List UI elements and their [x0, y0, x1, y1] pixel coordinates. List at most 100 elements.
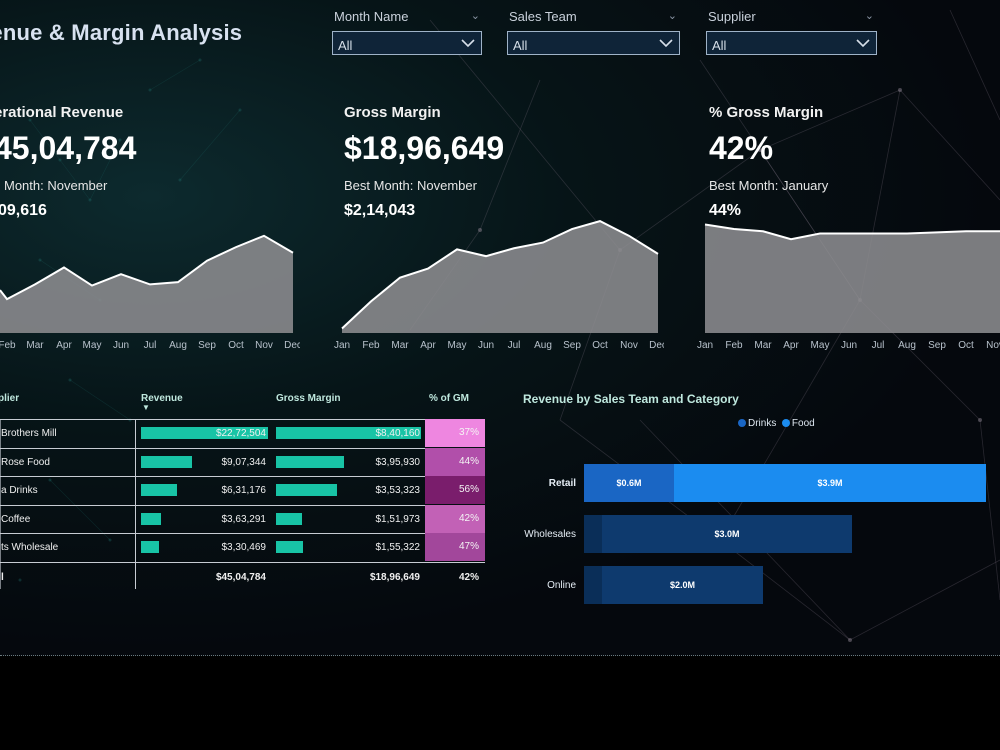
table-header-supplier[interactable]: plier	[0, 393, 20, 404]
table-row[interactable]: Rose Food $9,07,344 $3,95,930 44%	[0, 447, 485, 476]
column-divider	[135, 419, 136, 589]
dropdown-value: All	[338, 38, 353, 53]
month-tick-label: Mar	[754, 340, 772, 351]
slicer-label-supplier: Supplier ⌄	[708, 9, 874, 24]
month-tick-label: Oct	[958, 340, 974, 351]
bar-segment-drinks[interactable]	[584, 515, 602, 553]
sales-team-dropdown[interactable]: All	[507, 31, 680, 55]
legend-item-food[interactable]: Food	[781, 418, 815, 429]
slicer-label-text: Sales Team	[509, 9, 577, 24]
gross-margin-value: $3,95,930	[375, 456, 421, 468]
dashboard-canvas: venue & Margin Analysis Month Name ⌄ All…	[0, 0, 1000, 656]
month-tick-label: May	[448, 340, 467, 351]
slicer-label-team: Sales Team ⌄	[509, 9, 677, 24]
legend-label: Food	[791, 418, 815, 429]
bar-segment-food[interactable]: $3.9M	[674, 464, 986, 502]
month-name-dropdown[interactable]: All	[332, 31, 482, 55]
row-divider	[0, 447, 485, 449]
legend-label: Drinks	[748, 418, 777, 429]
chevron-down-icon	[461, 39, 475, 48]
table-row[interactable]: Coffee $3,63,291 $1,51,973 42%	[0, 504, 485, 533]
bar-segment-drinks[interactable]: $0.6M	[584, 464, 674, 502]
month-tick-label: Oct	[228, 340, 244, 351]
month-tick-label: Jul	[872, 340, 885, 351]
kpi-revenue-label: erational Revenue	[0, 104, 124, 121]
kpi-gross-margin-label: Gross Margin	[344, 104, 441, 121]
month-tick-label: Jan	[697, 340, 713, 351]
supplier-name: Rose Food	[1, 456, 50, 468]
total-pct-gm: 42%	[458, 571, 479, 583]
table-row[interactable]: a Drinks $6,31,176 $3,53,323 56%	[0, 476, 485, 504]
row-divider	[0, 533, 485, 534]
gross-margin-value: $8,40,160	[375, 428, 421, 439]
revenue-value: $6,31,176	[221, 485, 267, 496]
table-header-revenue[interactable]: Revenue ▼	[141, 393, 183, 412]
category-label: Online	[547, 580, 576, 591]
revenue-bar	[141, 455, 192, 468]
sort-desc-icon: ▼	[142, 403, 150, 412]
chevron-down-icon	[856, 39, 870, 48]
total-revenue: $45,04,784	[215, 571, 266, 583]
chart-title: Revenue by Sales Team and Category	[523, 392, 739, 406]
pct-gm-trend-chart[interactable]: Jan Feb Mar Apr May Jun Jul Aug Sep Oct Nov	[697, 215, 1000, 355]
month-tick-label: Sep	[563, 340, 581, 351]
month-tick-label: Jun	[113, 340, 129, 351]
supplier-dropdown[interactable]: All	[706, 31, 877, 55]
revenue-trend-chart[interactable]: Feb Mar Apr May Jun Jul Aug Sep Oct Nov Dec	[0, 215, 300, 355]
total-gross-margin: $18,96,649	[369, 571, 420, 583]
legend-item-drinks[interactable]: Drinks	[738, 418, 776, 429]
chevron-down-icon[interactable]: ⌄	[667, 10, 677, 22]
month-tick-label: Mar	[391, 340, 409, 351]
table-top-border	[0, 419, 485, 420]
supplier-name: Brothers Mill	[1, 428, 57, 439]
month-tick-label: Apr	[783, 340, 799, 351]
bar-segment-food[interactable]: $3.0M	[602, 515, 852, 553]
month-tick-label: Nov	[986, 340, 1000, 351]
month-tick-label: Feb	[362, 340, 380, 351]
month-tick-label: Dec	[649, 340, 664, 351]
slicer-label-text: Month Name	[334, 9, 409, 24]
month-tick-label: Aug	[169, 340, 187, 351]
area-fill	[0, 235, 293, 333]
kpi-gross-margin-value: $18,96,649	[344, 130, 505, 166]
month-tick-label: Feb	[0, 340, 16, 351]
month-tick-label: Jul	[144, 340, 157, 351]
bottom-band	[0, 656, 1000, 750]
bar-segment-food[interactable]: $2.0M	[602, 566, 763, 604]
legend-dot-icon	[781, 419, 790, 427]
dropdown-value: All	[712, 38, 727, 53]
revenue-value: $3,63,291	[221, 513, 267, 525]
table-row[interactable]: ts Wholesale $3,30,469 $1,55,322 47%	[0, 533, 485, 561]
month-tick-label: Jun	[478, 340, 494, 351]
gross-margin-trend-chart[interactable]: Jan Feb Mar Apr May Jun Jul Aug Sep Oct Nov Dec	[334, 215, 664, 355]
supplier-name: ts Wholesale	[1, 542, 59, 553]
table-header-gross-margin[interactable]: Gross Margin	[276, 393, 341, 404]
kpi-pct-gm-best-month: Best Month: January	[709, 178, 829, 193]
table-row[interactable]: Brothers Mill $22,72,504 $8,40,160 37%	[0, 419, 485, 447]
row-divider	[0, 561, 485, 563]
month-tick-label: Sep	[198, 340, 216, 351]
revenue-value: $22,72,504	[215, 428, 266, 439]
month-tick-label: Aug	[534, 340, 552, 351]
bar-segment-drinks[interactable]	[584, 566, 602, 604]
revenue-bar	[141, 484, 177, 496]
page-title: venue & Margin Analysis	[0, 20, 243, 45]
chevron-down-icon	[659, 39, 673, 48]
kpi-pct-gm-label: % Gross Margin	[709, 104, 824, 121]
month-tick-label: Apr	[420, 340, 436, 351]
divider	[0, 655, 1000, 656]
revenue-value: $9,07,344	[221, 456, 267, 468]
table-header-pct-gm[interactable]: % of GM	[429, 393, 469, 404]
supplier-name: a Drinks	[1, 485, 38, 496]
month-tick-label: Jan	[334, 340, 350, 351]
chevron-down-icon[interactable]: ⌄	[470, 10, 480, 22]
column-divider	[0, 419, 1, 589]
month-tick-label: Oct	[592, 340, 608, 351]
pct-gm-cell: 56%	[425, 476, 485, 504]
chevron-down-icon[interactable]: ⌄	[864, 10, 874, 22]
kpi-revenue-value: 45,04,784	[0, 130, 137, 166]
dropdown-value: All	[513, 38, 528, 53]
revenue-value: $3,30,469	[221, 542, 267, 553]
pct-gm-cell: 44%	[425, 447, 485, 476]
kpi-pct-gm-value: 42%	[709, 130, 774, 166]
